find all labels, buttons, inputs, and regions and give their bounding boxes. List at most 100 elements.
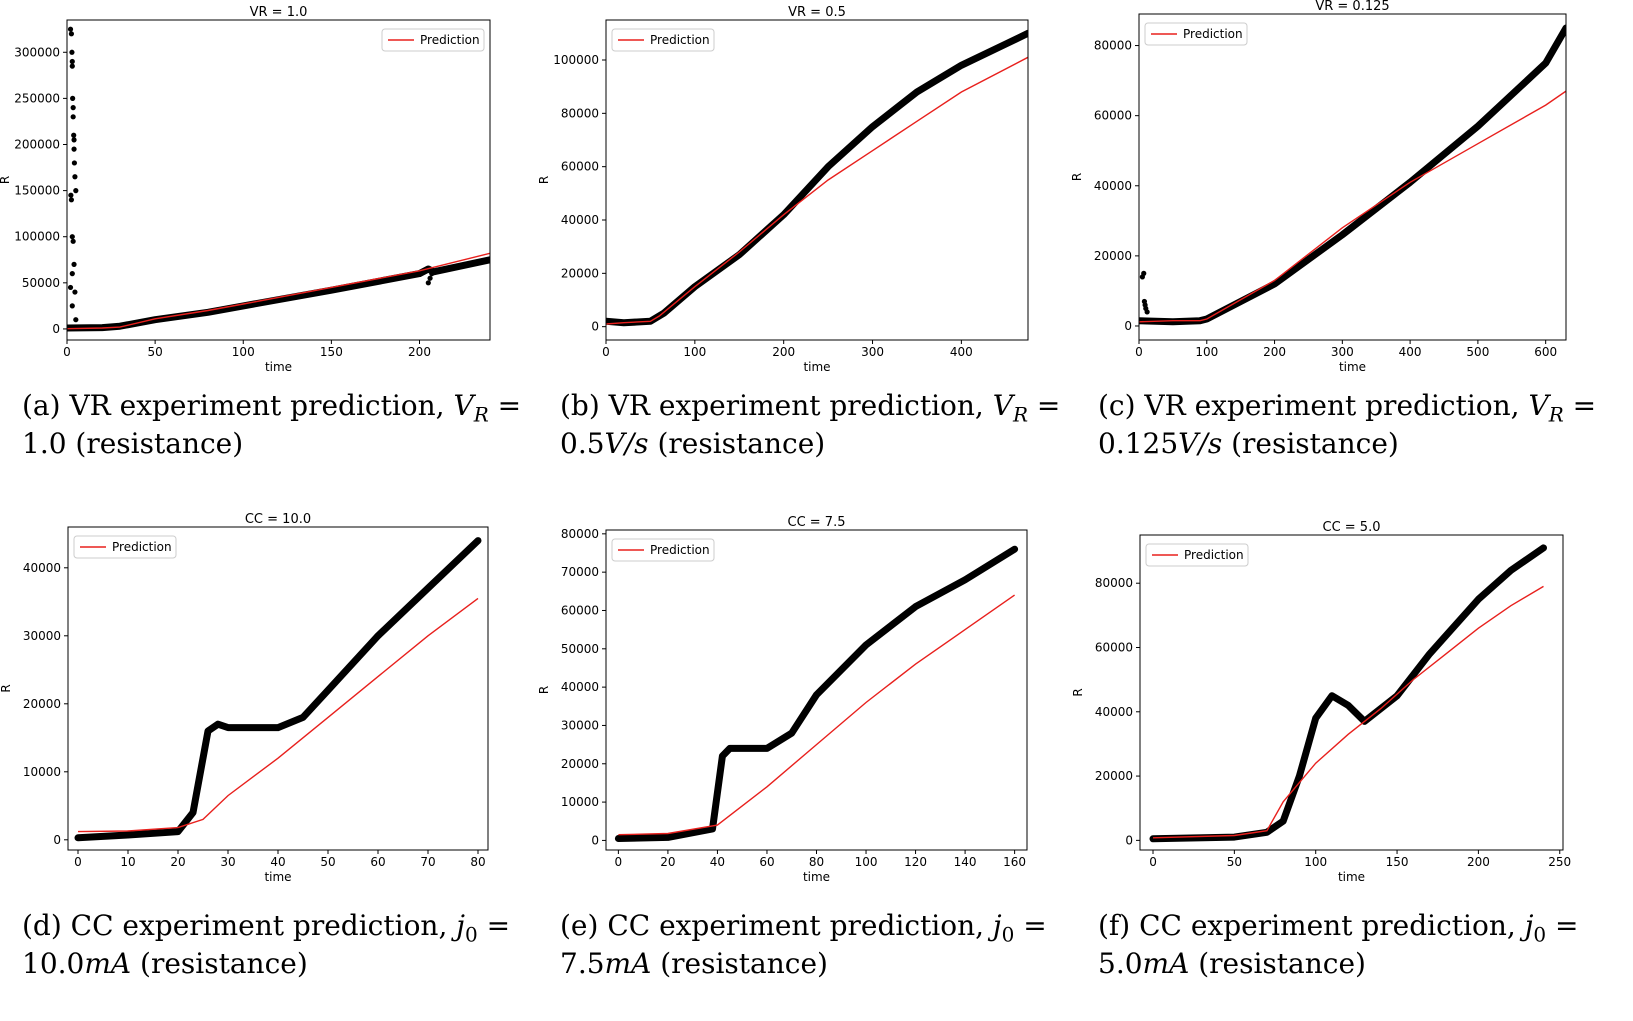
x-tick-label: 50 (147, 345, 162, 359)
x-tick-label: 200 (408, 345, 431, 359)
data-point (863, 641, 870, 648)
subplot-1: VR = 1.0 0 50 100 150 200 0 50000 100000 150000 20… (0, 5, 491, 374)
caption-text: (e) CC experiment prediction, (560, 909, 993, 942)
subplot-5: CC = 7.5 0 20 40 60 80 100 120 140 160 0 10000 20000… (537, 515, 1028, 884)
data-point (1339, 231, 1346, 238)
data-point (69, 303, 75, 309)
data-point (813, 691, 820, 698)
plot-title: CC = 7.5 (788, 515, 846, 530)
y-tick-label: 40000 (561, 680, 599, 694)
x-tick-label: 60 (759, 855, 774, 869)
data-point (71, 132, 77, 138)
y-axis-label: R (1070, 173, 1084, 181)
x-axis-label: time (803, 360, 830, 374)
plot-title: CC = 5.0 (1323, 520, 1381, 535)
y-tick-label: 20000 (23, 697, 61, 711)
x-tick-label: 300 (1331, 345, 1354, 359)
y-tick-label: 300000 (14, 45, 60, 59)
data-point (70, 114, 76, 120)
data-point (1271, 280, 1278, 287)
data-point (709, 825, 716, 832)
x-tick-label: 120 (904, 855, 927, 869)
data-point (1169, 318, 1176, 325)
y-tick-label: 20000 (561, 266, 599, 280)
data-point (69, 58, 75, 65)
caption-unit: V/s (604, 427, 649, 460)
data-point (1280, 818, 1287, 825)
data-point (825, 163, 832, 170)
x-tick-label: 150 (1386, 855, 1409, 869)
x-tick-label: 30 (220, 855, 235, 869)
caption-line-1: (e) CC experiment prediction, j0 = (560, 906, 1047, 955)
x-tick-label: 140 (954, 855, 977, 869)
x-tick-label: 10 (120, 855, 135, 869)
caption-line-1: (c) VR experiment prediction, VR = (1098, 386, 1596, 435)
y-tick-label: 200000 (14, 137, 60, 151)
caption-unit: mA (84, 947, 132, 980)
x-tick-label: 50 (1227, 855, 1242, 869)
legend-box (1145, 543, 1249, 567)
y-tick-label: 60000 (1094, 109, 1132, 123)
y-tick-label: 60000 (1095, 641, 1133, 655)
x-tick-label: 50 (320, 855, 335, 869)
x-tick-label: 40 (270, 855, 285, 869)
caption-unit: mA (604, 947, 652, 980)
data-point (67, 26, 74, 32)
y-axis-label: R (0, 684, 13, 692)
caption-subscript: R (1012, 402, 1029, 427)
data-point (275, 724, 281, 731)
plot-frame (66, 19, 491, 341)
legend: Prediction (611, 28, 715, 52)
y-tick-label: 40000 (1094, 179, 1132, 193)
y-tick-label: 20000 (561, 757, 599, 771)
caption-equals: = (1028, 389, 1061, 422)
data-series-band (74, 537, 482, 842)
x-tick-label: 400 (950, 345, 973, 359)
y-tick-label: 100000 (553, 53, 599, 67)
data-point (68, 192, 74, 198)
y-tick-label: 0 (591, 833, 599, 847)
x-tick-label: 0 (63, 345, 71, 359)
y-tick-label: 40000 (1095, 705, 1133, 719)
data-point (1002, 41, 1009, 47)
caption-symbol: j (992, 909, 1002, 942)
data-point (1540, 544, 1547, 551)
legend-box (73, 535, 177, 559)
caption-text: (f) CC experiment prediction, (1098, 909, 1525, 942)
data-point (1328, 692, 1335, 699)
data-point (912, 603, 919, 610)
x-tick-label: 0 (602, 345, 610, 359)
y-axis-label: R (0, 176, 12, 184)
x-tick-label: 100 (232, 345, 255, 359)
y-tick-label: 80000 (561, 106, 599, 120)
y-tick-label: 40000 (23, 561, 61, 575)
data-point (615, 835, 622, 842)
data-point (68, 31, 75, 37)
data-point (73, 188, 79, 194)
legend: Prediction (1145, 543, 1249, 567)
x-tick-label: 200 (1263, 345, 1286, 359)
legend-label: Prediction (1183, 27, 1243, 41)
data-point (69, 271, 75, 277)
y-tick-label: 0 (591, 320, 599, 334)
caption-quantity: (resistance) (648, 427, 826, 460)
x-tick-label: 600 (1534, 345, 1557, 359)
y-tick-label: 80000 (1094, 39, 1132, 53)
data-point (205, 728, 211, 734)
caption-equals: = (1563, 389, 1597, 422)
x-tick-label: 100 (1195, 345, 1218, 359)
prediction-line (77, 597, 479, 833)
data-point (175, 828, 181, 835)
data-point (71, 261, 77, 267)
legend: Prediction (1144, 22, 1248, 46)
caption-equals: = (1014, 909, 1047, 942)
data-point (72, 289, 78, 295)
data-point (69, 49, 75, 55)
caption-quantity: (resistance) (1189, 947, 1366, 980)
caption-symbol: j (1524, 909, 1534, 942)
x-tick-label: 0 (1149, 855, 1157, 869)
x-tick-label: 200 (772, 345, 795, 359)
caption-line-2: 1.0 (resistance) (22, 424, 243, 464)
caption-quantity: (resistance) (651, 947, 828, 980)
x-tick-label: 250 (1548, 855, 1571, 869)
